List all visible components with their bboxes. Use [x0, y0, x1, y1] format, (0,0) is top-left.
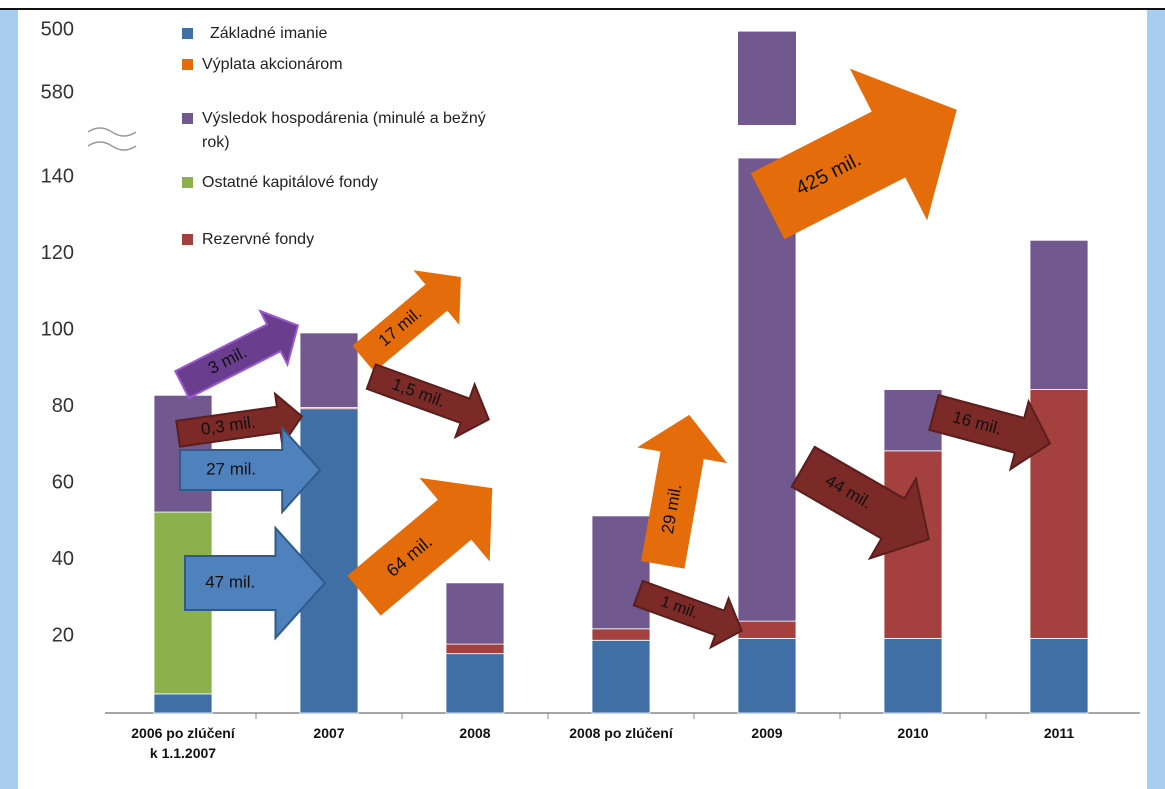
- bar-segment: [1029, 239, 1089, 390]
- annotation-arrow: 29 mil.: [637, 414, 728, 569]
- x-tick-label: 2007: [313, 725, 345, 741]
- arrow-shape: [750, 68, 957, 240]
- y-tick-label: 580: [41, 82, 74, 104]
- annotation-label: 27 mil.: [206, 459, 256, 478]
- y-tick-label: 120: [41, 242, 74, 264]
- bar-segment: [299, 408, 359, 714]
- arrow-shape: [637, 414, 728, 569]
- legend-label: Výplata akcionárom: [202, 56, 343, 73]
- bar-segment: [591, 639, 651, 714]
- annotation-arrow: 3 mil.: [173, 309, 300, 400]
- legend-swatch: [182, 59, 193, 70]
- y-tick-label: 40: [52, 548, 74, 570]
- arrow-shape: [184, 525, 327, 641]
- annotation-arrow: 17 mil.: [352, 270, 461, 372]
- annotation-arrow: 425 mil.: [750, 68, 957, 240]
- y-tick-label: 500: [41, 18, 74, 40]
- bar-segment: [737, 620, 797, 639]
- bar-segment: [883, 637, 943, 714]
- legend-label: Výsledok hospodárenia (minulé a bežný ro…: [202, 110, 486, 151]
- x-tick-label: 2009: [751, 725, 783, 741]
- bar-segment: [153, 693, 213, 714]
- y-tick-label: 100: [41, 319, 74, 341]
- annotation-arrow: 0,3 mil.: [175, 391, 304, 449]
- x-tick-label: 2006 po zlúčení k 1.1.2007: [131, 725, 235, 761]
- axis-break: [87, 127, 137, 151]
- annotation-arrow: 64 mil.: [347, 477, 493, 616]
- x-tick-label: 2011: [1043, 725, 1075, 741]
- y-tick-label: 140: [41, 165, 74, 187]
- bar-segment: [299, 332, 359, 408]
- bar-segment: [1029, 637, 1089, 714]
- arrow-shape: [790, 445, 930, 561]
- bar-segment: [445, 653, 505, 714]
- legend-label: Rezervné fondy: [202, 231, 315, 248]
- arrow-shape: [173, 309, 300, 400]
- y-tick-label: 80: [52, 395, 74, 417]
- annotation-label: 47 mil.: [205, 572, 255, 591]
- y-tick-label: 60: [52, 472, 74, 494]
- bar-segment: [445, 643, 505, 655]
- legend-swatch: [182, 28, 193, 39]
- annotation-arrow: 16 mil.: [928, 393, 1052, 472]
- legend-label: Základné imanie: [210, 25, 328, 42]
- arrow-shape: [365, 363, 490, 440]
- bar-segment: [445, 582, 505, 645]
- legend-label: Ostatné kapitálové fondy: [202, 174, 379, 191]
- arrow-shape: [632, 579, 743, 650]
- x-tick-label: 2008 po zlúčení: [569, 725, 673, 741]
- legend-swatch: [182, 177, 193, 188]
- bar-segment: [591, 628, 651, 641]
- y-tick-label: 20: [52, 625, 74, 647]
- arrow-shape: [175, 391, 304, 449]
- annotation-arrow: 44 mil.: [790, 445, 930, 561]
- arrow-shape: [352, 270, 461, 372]
- legend-swatch: [182, 234, 193, 245]
- x-tick-label: 2010: [897, 725, 929, 741]
- annotation-arrow: 1 mil.: [632, 579, 743, 650]
- arrow-shape: [928, 393, 1052, 472]
- legend-swatch: [182, 113, 193, 124]
- arrow-shape: [347, 477, 493, 616]
- bar-segment: [737, 637, 797, 714]
- arrow-shape: [179, 425, 322, 515]
- annotation-arrow: 27 mil.: [179, 425, 322, 515]
- x-tick-label: 2008: [459, 725, 491, 741]
- bar-segment: [591, 515, 651, 630]
- annotation-arrow: 47 mil.: [184, 525, 327, 641]
- top-rule: [0, 0, 1165, 10]
- bar-segment: [738, 31, 796, 125]
